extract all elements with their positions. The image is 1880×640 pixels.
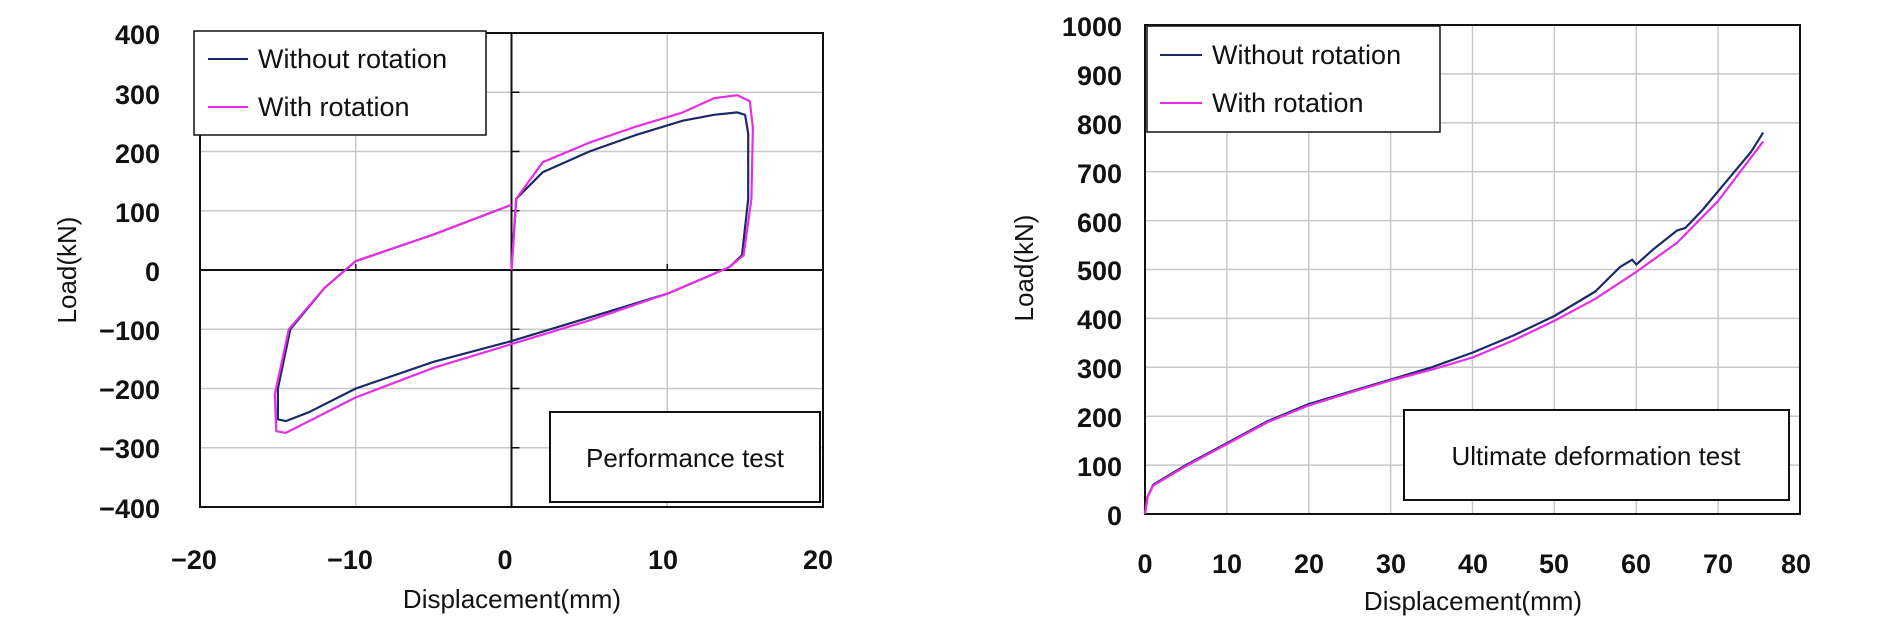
y-tick-label: 600 (1077, 208, 1122, 238)
zero-axis-ticks (355, 91, 668, 449)
y-tick-label: 1000 (1062, 12, 1122, 42)
y-tick-label: −400 (99, 494, 160, 524)
legend-left: Without rotation With rotation (193, 30, 487, 136)
legend-box (193, 30, 487, 136)
y-tick-label: 500 (1077, 256, 1122, 286)
y-axis-label: Load(kN) (52, 217, 82, 324)
x-tick-label: 40 (1458, 549, 1488, 579)
x-tick-label: 0 (497, 545, 512, 575)
y-tick-label: 200 (1077, 403, 1122, 433)
legend-label-without-rotation: Without rotation (1212, 40, 1401, 70)
y-tick-label: 700 (1077, 159, 1122, 189)
y-tick-label: 400 (115, 20, 160, 50)
legend-label-with-rotation: With rotation (1212, 88, 1364, 118)
y-tick-label: 400 (1077, 305, 1122, 335)
x-tick-label: 50 (1539, 549, 1569, 579)
y-tick-label: 100 (1077, 452, 1122, 482)
x-tick-label: 20 (1294, 549, 1324, 579)
annotation-frame (549, 411, 821, 503)
x-tick-label: 10 (648, 545, 678, 575)
annotation-box-ultimate-deformation-test: Ultimate deformation test (1403, 409, 1790, 501)
series-line-with-rotation-left (273, 94, 755, 434)
y-axis-label: Load(kN) (1009, 215, 1039, 322)
y-tick-label: −200 (99, 375, 160, 405)
legend-label-with-rotation: With rotation (258, 92, 410, 122)
y-tick-label: −300 (99, 434, 160, 464)
plot-frame-right (1144, 24, 1801, 515)
annotation-frame (1403, 409, 1790, 501)
legend-right: Without rotation With rotation (1146, 25, 1441, 133)
chart-ultimate-deformation-test: 1000 900 800 700 600 500 400 300 200 100… (1009, 12, 1811, 616)
x-tick-label: −20 (171, 545, 217, 575)
x-tick-label: 80 (1781, 549, 1811, 579)
x-tick-label: −10 (327, 545, 373, 575)
legend-label-without-rotation: Without rotation (258, 44, 447, 74)
x-tick-label: 30 (1376, 549, 1406, 579)
y-tick-label: 300 (115, 80, 160, 110)
legend-box (1146, 25, 1441, 133)
chart-performance-test: 400 300 200 100 0 −100 −200 −300 −400 −2… (52, 20, 833, 614)
x-tick-label: 60 (1621, 549, 1651, 579)
x-tick-label: 20 (803, 545, 833, 575)
y-tick-label: 300 (1077, 354, 1122, 384)
annotation-text: Performance test (586, 443, 785, 473)
y-tick-label: 200 (115, 139, 160, 169)
x-tick-label: 10 (1212, 549, 1242, 579)
x-axis-label: Displacement(mm) (403, 584, 621, 614)
annotation-box-performance-test: Performance test (549, 411, 821, 503)
series-line-with-rotation-right (1143, 140, 1765, 515)
y-tick-label: −100 (99, 316, 160, 346)
x-tick-label: 70 (1703, 549, 1733, 579)
y-tick-label: 900 (1077, 61, 1122, 91)
x-axis-label: Displacement(mm) (1364, 586, 1582, 616)
y-tick-label: 0 (145, 257, 160, 287)
y-tick-label: 100 (115, 198, 160, 228)
annotation-text: Ultimate deformation test (1451, 441, 1741, 471)
y-tick-label: 0 (1107, 501, 1122, 531)
y-tick-label: 800 (1077, 110, 1122, 140)
x-tick-label: 0 (1137, 549, 1152, 579)
